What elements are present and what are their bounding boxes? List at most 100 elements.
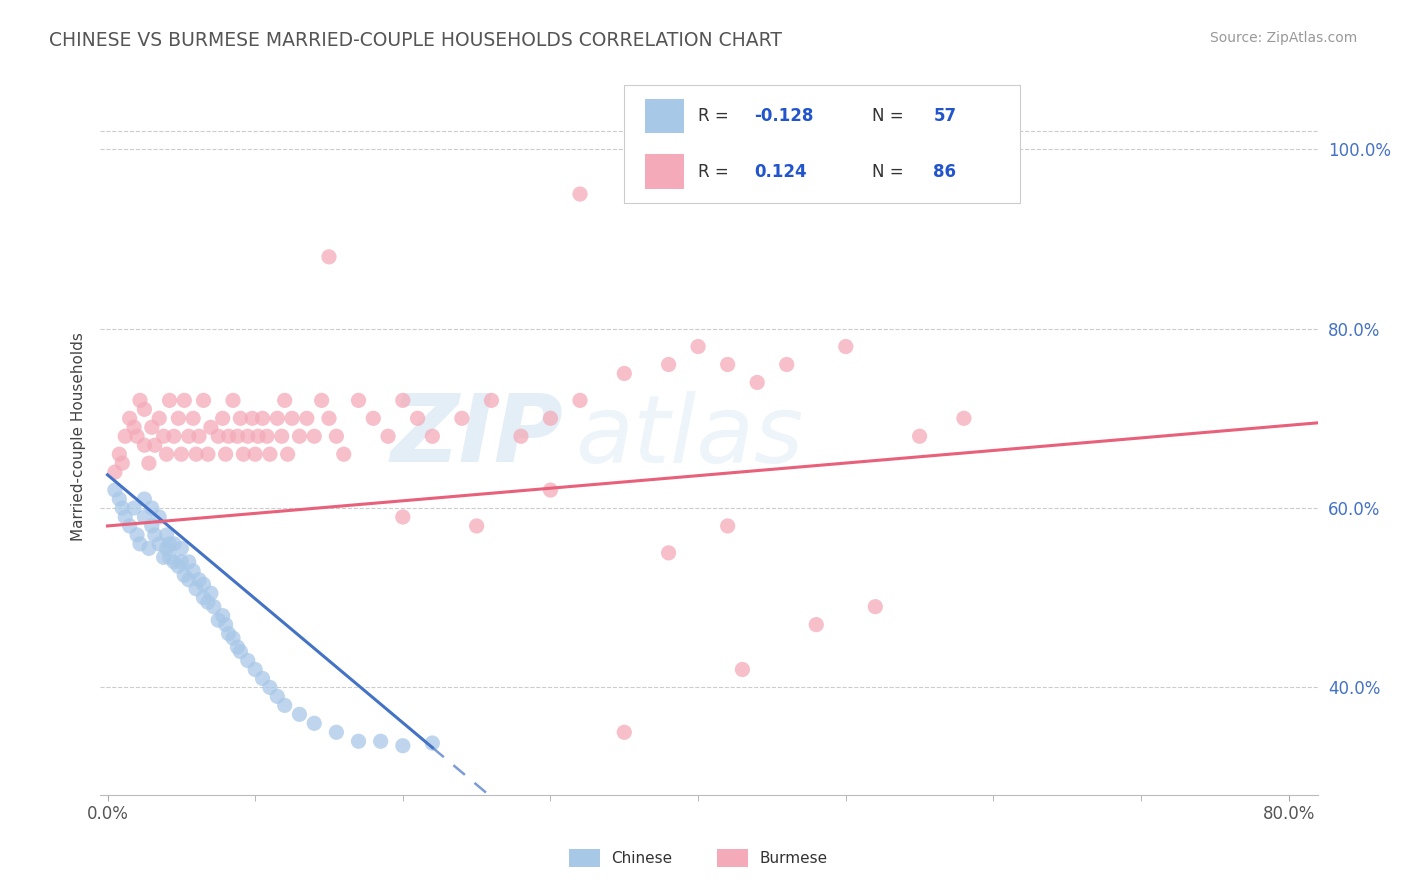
Text: 57: 57 bbox=[934, 107, 956, 125]
Point bbox=[181, 564, 204, 578]
Point bbox=[214, 447, 236, 461]
Point bbox=[569, 393, 592, 408]
Point bbox=[259, 447, 281, 461]
FancyBboxPatch shape bbox=[644, 99, 683, 133]
Point bbox=[392, 393, 415, 408]
Point bbox=[236, 429, 259, 443]
Point bbox=[266, 411, 288, 425]
Point bbox=[288, 707, 311, 722]
Point bbox=[104, 483, 127, 497]
Point bbox=[155, 541, 177, 556]
Point bbox=[325, 725, 347, 739]
Point bbox=[197, 595, 219, 609]
Point bbox=[155, 528, 177, 542]
Point bbox=[658, 546, 681, 560]
Point bbox=[141, 519, 163, 533]
Point bbox=[510, 429, 533, 443]
Point bbox=[114, 429, 136, 443]
Point bbox=[325, 429, 347, 443]
Point bbox=[207, 429, 229, 443]
Point bbox=[184, 447, 207, 461]
Point bbox=[167, 559, 190, 574]
Point bbox=[540, 411, 562, 425]
Point bbox=[481, 393, 503, 408]
Point bbox=[111, 456, 134, 470]
Point bbox=[302, 429, 325, 443]
Point bbox=[125, 429, 148, 443]
Point bbox=[118, 411, 141, 425]
Point bbox=[173, 568, 195, 582]
Point bbox=[229, 644, 252, 658]
Point bbox=[159, 550, 181, 565]
Point bbox=[222, 393, 245, 408]
Point bbox=[141, 420, 163, 434]
Point bbox=[273, 393, 295, 408]
Point bbox=[207, 613, 229, 627]
Point bbox=[138, 541, 160, 556]
Point bbox=[332, 447, 354, 461]
Point bbox=[181, 411, 204, 425]
Point bbox=[167, 411, 190, 425]
Text: atlas: atlas bbox=[575, 391, 803, 482]
Point bbox=[173, 393, 195, 408]
Point bbox=[125, 528, 148, 542]
Point bbox=[170, 555, 193, 569]
Point bbox=[370, 734, 392, 748]
Point bbox=[197, 447, 219, 461]
Point bbox=[211, 411, 233, 425]
Point bbox=[200, 586, 222, 600]
Point bbox=[318, 411, 340, 425]
Text: Source: ZipAtlas.com: Source: ZipAtlas.com bbox=[1209, 31, 1357, 45]
Point bbox=[193, 393, 215, 408]
Point bbox=[159, 537, 181, 551]
Point bbox=[114, 510, 136, 524]
Point bbox=[361, 411, 384, 425]
Point bbox=[273, 698, 295, 713]
Point bbox=[252, 411, 274, 425]
Point bbox=[188, 429, 211, 443]
Point bbox=[163, 537, 186, 551]
Point bbox=[392, 510, 415, 524]
Point bbox=[776, 358, 799, 372]
Point bbox=[247, 429, 270, 443]
Point bbox=[148, 510, 170, 524]
Point bbox=[908, 429, 931, 443]
Text: R =: R = bbox=[699, 162, 734, 180]
Point bbox=[148, 411, 170, 425]
Point bbox=[422, 736, 444, 750]
Point bbox=[177, 573, 200, 587]
Point bbox=[731, 663, 754, 677]
Point bbox=[134, 491, 156, 506]
Text: Chinese: Chinese bbox=[612, 851, 672, 865]
Point bbox=[155, 447, 177, 461]
Point bbox=[170, 541, 193, 556]
Point bbox=[143, 438, 166, 452]
Point bbox=[111, 501, 134, 516]
Point bbox=[806, 617, 828, 632]
Point bbox=[148, 537, 170, 551]
Point bbox=[281, 411, 304, 425]
Point bbox=[259, 681, 281, 695]
Point bbox=[141, 501, 163, 516]
Point bbox=[747, 376, 769, 390]
Point bbox=[347, 734, 370, 748]
Point bbox=[138, 456, 160, 470]
Point bbox=[302, 716, 325, 731]
Text: N =: N = bbox=[873, 107, 910, 125]
Point bbox=[277, 447, 299, 461]
Y-axis label: Married-couple Households: Married-couple Households bbox=[72, 332, 86, 541]
Point bbox=[311, 393, 333, 408]
Point bbox=[240, 411, 263, 425]
Point bbox=[422, 429, 444, 443]
Text: 0.124: 0.124 bbox=[754, 162, 807, 180]
Point bbox=[193, 577, 215, 591]
Text: R =: R = bbox=[699, 107, 734, 125]
Point bbox=[177, 555, 200, 569]
Point bbox=[243, 663, 266, 677]
Point bbox=[152, 550, 174, 565]
Point bbox=[865, 599, 887, 614]
Text: CHINESE VS BURMESE MARRIED-COUPLE HOUSEHOLDS CORRELATION CHART: CHINESE VS BURMESE MARRIED-COUPLE HOUSEH… bbox=[49, 31, 782, 50]
Point bbox=[108, 491, 131, 506]
Point bbox=[347, 393, 370, 408]
Point bbox=[118, 519, 141, 533]
